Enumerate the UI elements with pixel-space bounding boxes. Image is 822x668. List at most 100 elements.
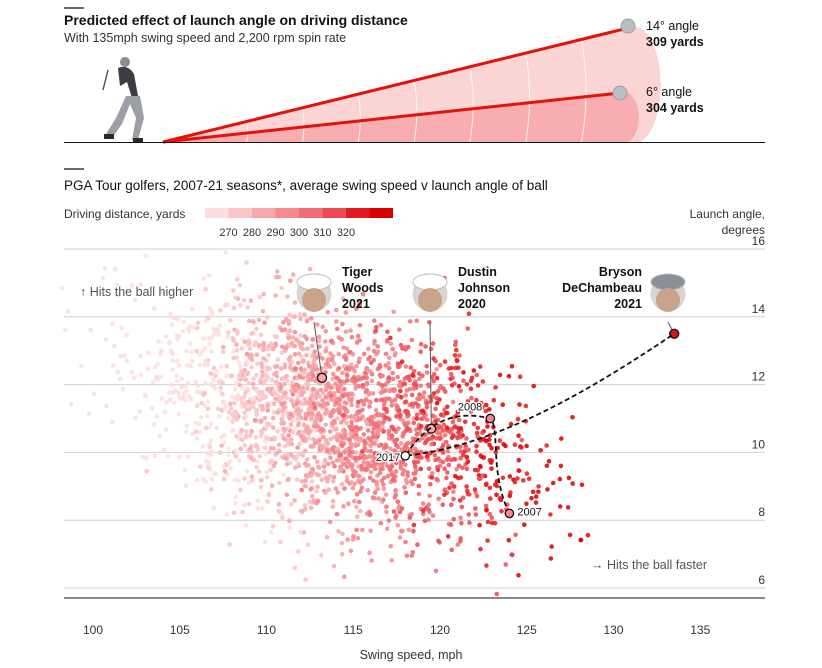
scatter-point	[260, 506, 265, 511]
legend-tick-label: 300	[290, 227, 308, 239]
scatter-point	[381, 475, 387, 481]
scatter-point	[458, 449, 464, 454]
scatter-point	[443, 439, 449, 445]
scatter-point	[305, 542, 311, 548]
scatter-point	[406, 440, 411, 446]
scatter-point	[323, 422, 329, 428]
scatter-point	[451, 496, 456, 502]
scatter-point	[260, 365, 265, 370]
scatter-point	[397, 535, 403, 540]
scatter-point	[219, 443, 224, 448]
scatter-point	[287, 525, 293, 530]
scatter-point	[323, 362, 329, 367]
scatter-point	[182, 468, 188, 473]
scatter-point	[380, 424, 386, 430]
scatter-point	[426, 517, 431, 522]
scatter-point	[284, 378, 290, 384]
scatter-point	[475, 434, 480, 439]
scatter-point	[314, 388, 320, 394]
scatter-point	[420, 435, 425, 441]
scatter-point	[372, 422, 378, 428]
scatter-point	[247, 446, 253, 451]
scatter-point	[151, 422, 157, 427]
scatter-point	[435, 389, 441, 394]
scatter-point	[312, 428, 318, 433]
highlight-label: Dustin	[458, 265, 497, 279]
scatter-point	[287, 365, 293, 370]
scatter-point	[422, 440, 428, 446]
scatter-point	[287, 312, 293, 318]
scatter-point	[230, 419, 235, 424]
scatter-point	[257, 454, 263, 459]
scatter-point	[550, 480, 556, 486]
scatter-point	[315, 484, 320, 490]
scatter-point	[319, 477, 325, 483]
scatter-point	[298, 374, 303, 380]
scatter-point	[226, 446, 231, 452]
scatter-point	[310, 500, 316, 505]
scatter-point	[375, 349, 381, 355]
scatter-point	[368, 448, 373, 454]
scatter-point	[295, 445, 301, 450]
scatter-point	[331, 361, 337, 367]
scatter-point	[167, 397, 173, 403]
scatter-point	[437, 458, 443, 464]
scatter-point	[311, 373, 316, 379]
scatter-point	[323, 339, 328, 344]
scatter-point	[320, 434, 326, 440]
scatter-point	[466, 311, 472, 317]
scatter-point	[516, 573, 521, 578]
scatter-point	[373, 437, 379, 443]
scatter-point	[165, 453, 171, 459]
scatter-point	[146, 350, 151, 356]
scatter-point	[293, 405, 298, 410]
scatter-point	[296, 549, 301, 554]
scatter-point	[468, 409, 474, 414]
scatter-point	[448, 430, 454, 435]
scatter-point	[286, 442, 291, 447]
scatter-point	[389, 459, 395, 465]
scatter-point	[392, 397, 398, 403]
scatter-point	[383, 351, 389, 357]
scatter-point	[489, 466, 494, 471]
scatter-point	[480, 379, 486, 384]
scatter-point	[477, 463, 483, 469]
scatter-point	[459, 520, 464, 526]
scatter-point	[464, 466, 470, 472]
scatter-point	[305, 474, 310, 480]
scatter-point	[208, 371, 213, 376]
scatter-point	[411, 528, 416, 534]
scatter-point	[277, 448, 282, 454]
scatter-point	[272, 435, 277, 440]
scatter-point	[328, 436, 333, 442]
scatter-point	[376, 381, 382, 386]
scatter-point	[402, 485, 407, 490]
scatter-point	[299, 385, 305, 391]
scatter-point	[305, 317, 310, 323]
scatter-point	[354, 306, 359, 312]
scatter-point	[189, 349, 194, 355]
legend-swatch-2	[252, 208, 276, 218]
scatter-point	[176, 412, 182, 417]
scatter-point	[271, 409, 277, 415]
scatter-point	[217, 323, 222, 328]
scatter-point	[242, 442, 248, 448]
scatter-point	[513, 532, 518, 538]
scatter-point	[370, 434, 376, 440]
scatter-point	[258, 332, 264, 338]
scatter-point	[378, 397, 384, 403]
scatter-point	[202, 362, 208, 367]
scatter-point	[348, 365, 354, 370]
scatter-point	[403, 462, 408, 468]
legend-tick-label: 310	[313, 227, 331, 239]
scatter-point	[251, 376, 256, 381]
highlight-label: Bryson	[599, 265, 642, 279]
scatter-point	[268, 460, 273, 466]
scatter-point	[375, 486, 381, 492]
dechambeau-year-label: 2008	[458, 402, 482, 414]
scatter-point	[506, 373, 512, 379]
scatter-point	[243, 429, 249, 434]
scatter-point	[393, 469, 399, 474]
scatter-point	[423, 506, 428, 511]
